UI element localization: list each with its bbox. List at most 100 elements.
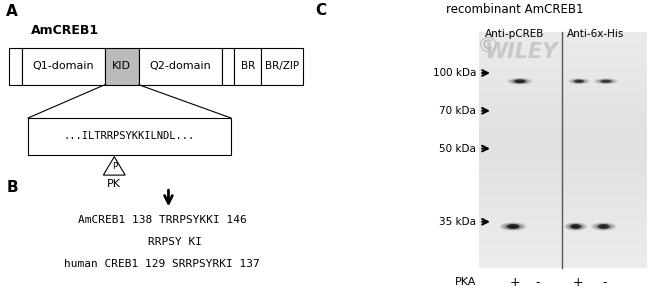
Ellipse shape	[515, 80, 525, 83]
Ellipse shape	[578, 81, 580, 82]
Text: 70 kDa: 70 kDa	[439, 106, 476, 116]
Ellipse shape	[571, 79, 587, 84]
Text: +: +	[573, 276, 584, 288]
Ellipse shape	[566, 223, 585, 230]
Ellipse shape	[509, 225, 517, 228]
Bar	[479, 221, 647, 232]
Text: RRPSY KI: RRPSY KI	[148, 237, 202, 247]
Ellipse shape	[603, 226, 605, 227]
Text: Q2-domain: Q2-domain	[150, 61, 211, 71]
Text: 100 kDa: 100 kDa	[432, 68, 476, 78]
Ellipse shape	[569, 224, 582, 229]
Ellipse shape	[508, 78, 531, 84]
Ellipse shape	[595, 79, 618, 84]
Text: A: A	[6, 4, 18, 19]
Bar	[105, 48, 139, 85]
Ellipse shape	[569, 224, 583, 229]
Ellipse shape	[575, 226, 577, 227]
Bar	[479, 173, 647, 185]
Text: AmCREB1 138 TRRPSYKKI 146: AmCREB1 138 TRRPSYKKI 146	[78, 215, 246, 225]
Bar	[479, 150, 647, 162]
Ellipse shape	[600, 80, 612, 83]
Ellipse shape	[593, 78, 619, 84]
Ellipse shape	[511, 79, 528, 84]
Text: KID: KID	[112, 61, 131, 71]
Ellipse shape	[507, 78, 532, 85]
Text: Q1-domain: Q1-domain	[32, 61, 94, 71]
Bar	[21, 48, 105, 85]
Bar	[479, 79, 647, 91]
Ellipse shape	[573, 80, 584, 83]
Ellipse shape	[507, 224, 519, 229]
Text: BR/ZIP: BR/ZIP	[265, 61, 299, 71]
Ellipse shape	[571, 225, 580, 228]
Text: -: -	[603, 276, 607, 288]
Text: ©: ©	[476, 36, 499, 56]
Ellipse shape	[597, 79, 615, 84]
Ellipse shape	[501, 223, 525, 230]
Ellipse shape	[575, 80, 584, 82]
Ellipse shape	[568, 78, 590, 84]
Text: AmCREB1: AmCREB1	[31, 24, 99, 37]
Bar	[479, 256, 647, 268]
Ellipse shape	[599, 225, 609, 228]
Text: recombinant AmCREB1: recombinant AmCREB1	[446, 3, 584, 16]
Ellipse shape	[569, 79, 589, 84]
Ellipse shape	[519, 81, 521, 82]
Ellipse shape	[600, 225, 608, 228]
Ellipse shape	[514, 79, 526, 83]
Ellipse shape	[512, 79, 528, 83]
Text: C: C	[315, 3, 326, 18]
Ellipse shape	[595, 223, 612, 230]
Ellipse shape	[599, 79, 614, 83]
Ellipse shape	[506, 224, 520, 229]
Bar	[479, 91, 647, 103]
Ellipse shape	[601, 226, 606, 228]
Ellipse shape	[604, 81, 607, 82]
Ellipse shape	[601, 80, 611, 82]
Bar	[234, 48, 261, 85]
Text: P: P	[112, 162, 117, 171]
Ellipse shape	[567, 223, 584, 230]
Ellipse shape	[592, 223, 615, 230]
Ellipse shape	[508, 225, 519, 228]
Ellipse shape	[565, 223, 586, 230]
Bar	[479, 32, 647, 43]
Ellipse shape	[510, 79, 530, 84]
Bar	[479, 55, 647, 67]
Text: +: +	[510, 276, 520, 288]
Ellipse shape	[500, 222, 526, 231]
Text: B: B	[6, 180, 18, 195]
Text: BR: BR	[240, 61, 255, 71]
Ellipse shape	[597, 224, 610, 229]
Bar	[479, 114, 647, 126]
Bar	[479, 67, 647, 79]
Bar	[479, 185, 647, 197]
Ellipse shape	[598, 224, 610, 229]
Bar	[479, 32, 647, 268]
Ellipse shape	[591, 222, 616, 231]
Bar	[479, 162, 647, 173]
Bar	[9, 48, 21, 85]
Text: 50 kDa: 50 kDa	[439, 144, 476, 154]
Text: 35 kDa: 35 kDa	[439, 217, 476, 227]
Ellipse shape	[564, 222, 588, 231]
Bar	[479, 43, 647, 55]
Ellipse shape	[574, 79, 584, 83]
Ellipse shape	[516, 80, 524, 82]
Bar	[479, 244, 647, 256]
Ellipse shape	[505, 224, 521, 229]
Text: WILEY: WILEY	[485, 42, 558, 62]
Text: Anti-pCREB: Anti-pCREB	[485, 29, 545, 39]
Text: PKA: PKA	[454, 277, 476, 287]
Bar	[479, 126, 647, 138]
Ellipse shape	[593, 223, 614, 230]
Ellipse shape	[514, 79, 526, 83]
Text: human CREB1 129 SRRPSYRKI 137: human CREB1 129 SRRPSYRKI 137	[64, 259, 260, 269]
Bar	[139, 48, 222, 85]
Bar	[479, 138, 647, 150]
Ellipse shape	[573, 226, 578, 228]
Ellipse shape	[596, 224, 611, 229]
Bar	[261, 48, 303, 85]
Ellipse shape	[517, 81, 523, 82]
